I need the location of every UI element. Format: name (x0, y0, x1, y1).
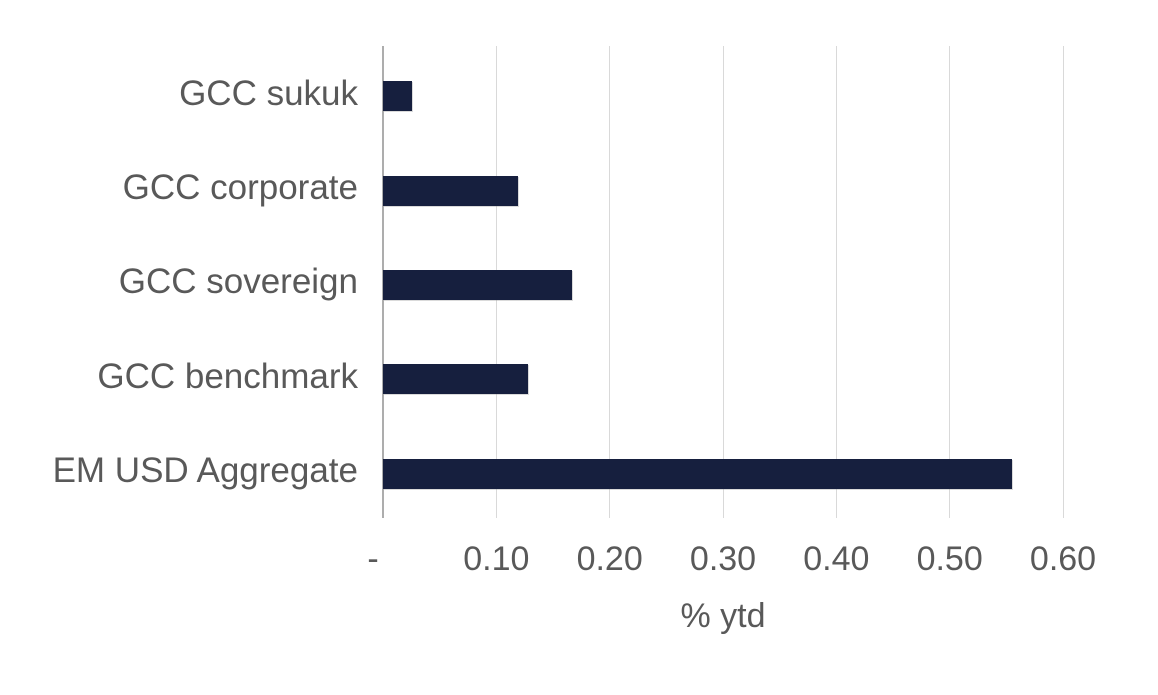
gridline (949, 46, 951, 518)
plot-area (382, 46, 1064, 518)
gridline (835, 46, 837, 518)
x-axis-title: % ytd (680, 597, 766, 635)
category-label: GCC corporate (122, 168, 358, 208)
x-tick-label: 0.20 (576, 540, 643, 578)
x-tick-label: 0.50 (916, 540, 983, 578)
category-label: GCC sovereign (118, 262, 358, 302)
category-label: EM USD Aggregate (52, 451, 358, 491)
x-tick-label: 0.60 (1029, 540, 1097, 578)
category-label: GCC benchmark (97, 356, 358, 396)
x-tick-label: 0.10 (463, 540, 530, 578)
bar-gcc-corporate (383, 175, 518, 206)
bar-gcc-sovereign (383, 270, 573, 300)
category-label: GCC sukuk (179, 73, 358, 113)
bar-gcc-benchmark (383, 364, 529, 395)
bar-em-usd-aggregate (383, 458, 1012, 489)
bar-gcc-sukuk (383, 81, 413, 112)
x-tick-label: 0.40 (803, 540, 870, 578)
x-tick-label: 0.30 (689, 540, 757, 578)
gridline (609, 46, 611, 518)
gridline (1062, 46, 1064, 518)
gridline (722, 46, 724, 518)
x-tick-label: - (367, 540, 379, 578)
